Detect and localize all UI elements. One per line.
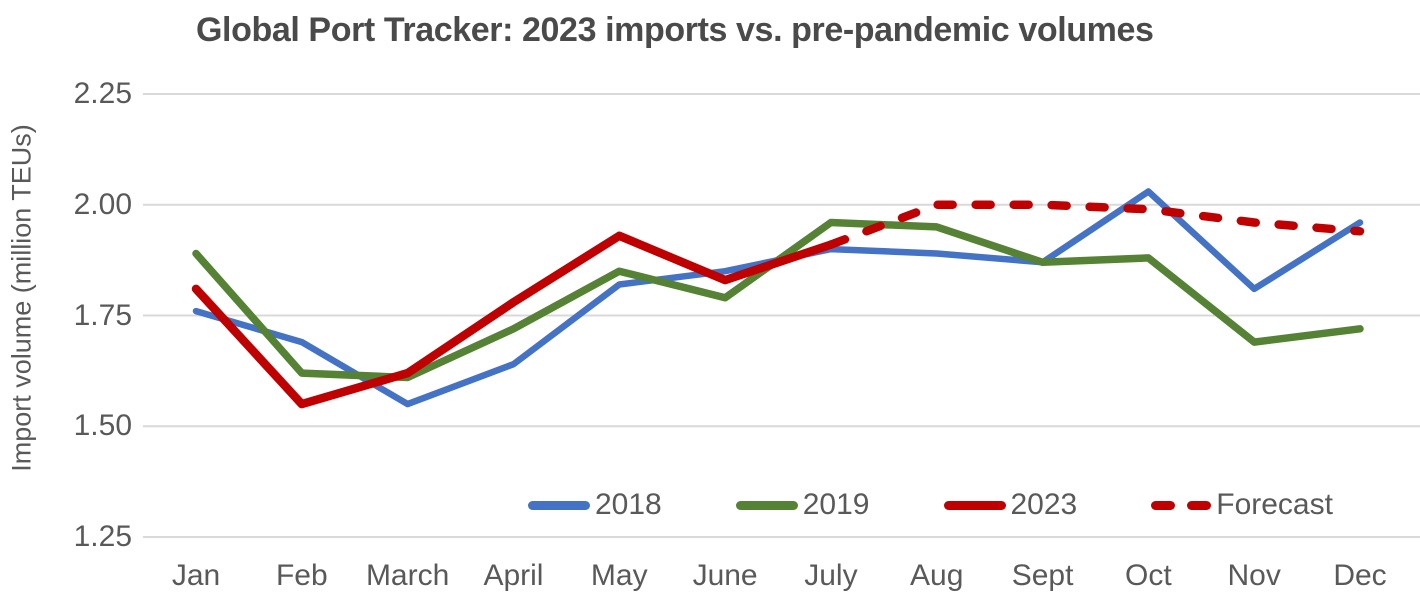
legend-label: 2023 (1010, 488, 1078, 521)
x-tick-label-jan: Jan (171, 559, 221, 592)
x-tick-label-feb: Feb (275, 559, 328, 592)
series-line-forecast (826, 200, 1365, 249)
series-line-2019 (192, 218, 1364, 382)
x-tick-label-aug: Aug (910, 559, 964, 592)
legend-swatch-2019-line-icon (735, 500, 798, 510)
legend-item-forecast: Forecast (1151, 488, 1333, 522)
x-tick-label-july: July (804, 559, 858, 592)
x-tick-label-may: May (590, 559, 648, 592)
y-tick-label: 1.75 (73, 298, 132, 332)
x-tick-label-march: March (365, 559, 450, 592)
x-tick-label-dec: Dec (1333, 559, 1387, 592)
x-tick-label-june: June (692, 559, 758, 592)
legend-swatch-forecast-dashed-line-icon (1151, 500, 1212, 510)
legend-swatch-2023-line-icon (943, 500, 1006, 510)
legend-swatch-2018-line-icon (528, 500, 590, 510)
chart-title: Global Port Tracker: 2023 imports vs. pr… (196, 11, 1154, 49)
y-tick-label: 2.00 (73, 187, 132, 221)
legend-label: 2019 (802, 488, 870, 521)
x-tick-label-oct: Oct (1125, 559, 1172, 592)
x-tick-label-april: April (483, 559, 544, 592)
legend-item-2019: 2019 (735, 488, 870, 522)
x-tick-label-sept: Sept (1011, 559, 1074, 592)
series-line-2023 (191, 231, 836, 409)
y-tick-label: 1.25 (73, 520, 132, 553)
y-tick-label: 1.50 (73, 409, 132, 443)
legend-label: Forecast (1216, 488, 1333, 521)
y-tick-label: 2.25 (73, 77, 132, 110)
legend-label: 2018 (595, 488, 662, 521)
legend-dash-segment (1151, 500, 1176, 510)
legend-item-2023: 2023 (943, 488, 1078, 522)
legend: 2018 2019 2023 Forecast (528, 488, 1333, 522)
legend-item-2018: 2018 (528, 488, 662, 522)
x-tick-label-nov: Nov (1227, 559, 1281, 592)
legend-dash-segment (1187, 500, 1212, 510)
